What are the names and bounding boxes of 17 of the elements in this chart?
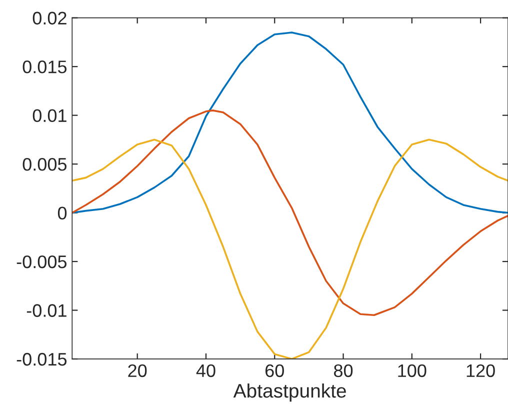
line-series (72, 32, 508, 214)
x-tick-label: 80 (334, 364, 353, 378)
y-tick-label: 0.01 (32, 109, 66, 122)
x-axis-title: Abtastpunkte (233, 383, 346, 402)
y-tick-label: 0 (58, 206, 67, 220)
y-tick-label: -0.015 (16, 352, 67, 366)
y-tick-label: 0.015 (22, 60, 67, 74)
line-series (72, 110, 508, 316)
x-tick-label: 100 (398, 364, 426, 378)
x-tick-label: 60 (266, 364, 284, 378)
y-tick-label: -0.005 (16, 255, 67, 268)
x-tick-label: 20 (128, 364, 147, 378)
x-tick-label: 40 (196, 364, 216, 378)
x-tick-label: 120 (466, 364, 495, 378)
y-tick-label: -0.01 (26, 304, 66, 317)
y-tick-label: 0.02 (32, 12, 66, 25)
y-tick-label: 0.005 (22, 158, 67, 171)
